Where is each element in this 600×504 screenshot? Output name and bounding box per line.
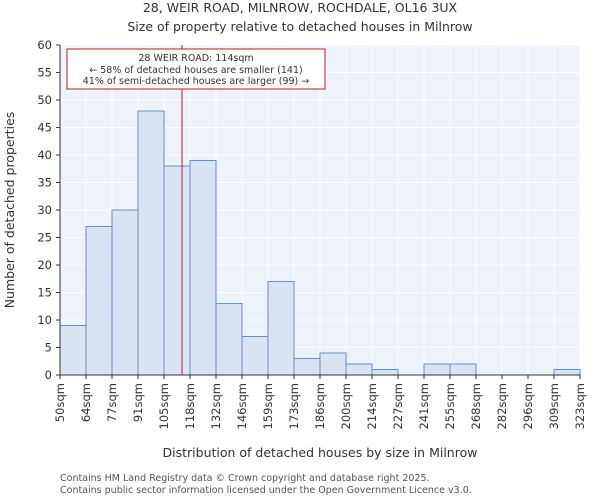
y-tick-label: 35: [37, 176, 52, 190]
bar-146sqm: [241, 336, 269, 376]
x-tick-label-64sqm: 64sqm: [79, 383, 93, 422]
x-tick-label-323sqm: 323sqm: [573, 383, 587, 429]
x-tick-label-159sqm: 159sqm: [261, 383, 275, 429]
bar-105sqm: [163, 165, 191, 376]
y-tick-label: 0: [45, 368, 52, 382]
annotation-line2: ← 58% of detached houses are smaller (14…: [89, 65, 302, 76]
bar-309sqm: [553, 369, 581, 376]
y-tick-label: 15: [37, 286, 52, 300]
annotation-box: [66, 48, 326, 90]
y-tick-label: 20: [37, 258, 52, 272]
bar-200sqm: [345, 363, 373, 376]
plot-area: 0 5 10 15 20 25 30 35 40 45 50 55 60 50sqm 64sqm 77sqm 9…: [37, 38, 587, 429]
x-tick-label-146sqm: 146sqm: [235, 383, 249, 429]
footer-licence: Contains public sector information licen…: [60, 485, 472, 496]
x-tick-label-200sqm: 200sqm: [339, 383, 353, 429]
x-tick-label-268sqm: 268sqm: [469, 383, 483, 429]
x-tick-label-309sqm: 309sqm: [547, 383, 561, 429]
x-tick-label-255sqm: 255sqm: [443, 383, 457, 429]
bar-159sqm: [267, 281, 295, 376]
annotation-line1: 28 WEIR ROAD: 114sqm: [138, 53, 253, 64]
x-tick-label-91sqm: 91sqm: [131, 383, 145, 422]
y-tick-label: 55: [37, 66, 52, 80]
x-tick-label-77sqm: 77sqm: [105, 383, 119, 422]
bar-64sqm: [85, 226, 113, 376]
x-tick-label-241sqm: 241sqm: [417, 383, 431, 429]
bar-214sqm: [371, 369, 399, 376]
y-tick-label: 10: [37, 313, 52, 327]
y-tick-label: 5: [45, 341, 52, 355]
bar-118sqm: [189, 160, 217, 376]
bar-132sqm: [215, 303, 243, 376]
x-tick-label-50sqm: 50sqm: [53, 383, 67, 422]
bar-50sqm: [59, 325, 87, 376]
y-tick-label: 30: [37, 203, 52, 217]
x-tick-label-118sqm: 118sqm: [183, 383, 197, 429]
chart-title: 28, WEIR ROAD, MILNROW, ROCHDALE, OL16 3…: [143, 0, 458, 15]
y-tick-label: 40: [37, 148, 52, 162]
y-axis-label: Number of detached properties: [2, 112, 17, 309]
bar-91sqm: [137, 110, 165, 376]
bar-241sqm: [423, 363, 451, 376]
y-tick-label: 60: [37, 38, 52, 52]
x-tick-label-105sqm: 105sqm: [157, 383, 171, 429]
bar-77sqm: [111, 209, 139, 376]
bar-173sqm: [293, 358, 321, 376]
y-tick-label: 25: [37, 231, 52, 245]
footer-copyright: Contains HM Land Registry data © Crown c…: [60, 473, 430, 484]
chart-subtitle: Size of property relative to detached ho…: [127, 19, 472, 34]
annotation-line3: 41% of semi-detached houses are larger (…: [83, 76, 310, 87]
x-tick-label-227sqm: 227sqm: [391, 383, 405, 429]
x-axis-label: Distribution of detached houses by size …: [163, 445, 478, 460]
x-tick-label-186sqm: 186sqm: [313, 383, 327, 429]
y-tick-label: 45: [37, 121, 52, 135]
y-tick-label: 50: [37, 93, 52, 107]
x-tick-label-296sqm: 296sqm: [521, 383, 535, 429]
bar-186sqm: [319, 352, 347, 376]
x-tick-label-214sqm: 214sqm: [365, 383, 379, 429]
x-tick-label-282sqm: 282sqm: [495, 383, 509, 429]
bar-255sqm: [449, 363, 477, 376]
x-tick-label-132sqm: 132sqm: [209, 383, 223, 429]
x-tick-label-173sqm: 173sqm: [287, 383, 301, 429]
